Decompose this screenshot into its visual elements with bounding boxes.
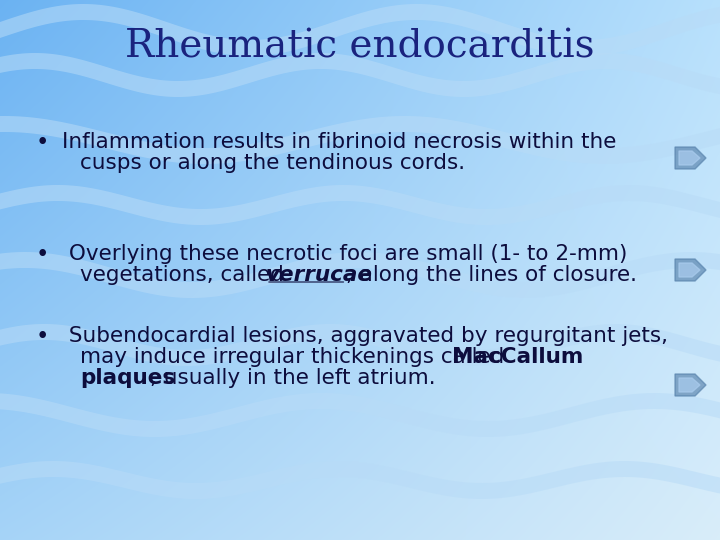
Polygon shape — [679, 263, 700, 277]
Polygon shape — [679, 378, 700, 392]
Text: •: • — [35, 242, 49, 266]
Text: Overlying these necrotic foci are small (1- to 2-mm): Overlying these necrotic foci are small … — [62, 244, 627, 264]
Polygon shape — [679, 151, 700, 165]
Polygon shape — [675, 374, 706, 396]
Text: MacCallum: MacCallum — [452, 347, 583, 367]
Text: vegetations, called: vegetations, called — [80, 265, 291, 285]
Text: Inflammation results in fibrinoid necrosis within the: Inflammation results in fibrinoid necros… — [62, 132, 616, 152]
Polygon shape — [675, 147, 706, 169]
Text: may induce irregular thickenings called: may induce irregular thickenings called — [80, 347, 511, 367]
Text: plaques: plaques — [80, 368, 175, 388]
Text: , along the lines of closure.: , along the lines of closure. — [346, 265, 637, 285]
Polygon shape — [675, 259, 706, 281]
Text: •: • — [35, 325, 49, 348]
Text: cusps or along the tendinous cords.: cusps or along the tendinous cords. — [80, 153, 465, 173]
Text: Subendocardial lesions, aggravated by regurgitant jets,: Subendocardial lesions, aggravated by re… — [62, 326, 668, 346]
Text: verrucae: verrucae — [266, 265, 373, 285]
Text: , usually in the left atrium.: , usually in the left atrium. — [150, 368, 436, 388]
Text: •: • — [35, 131, 49, 153]
Text: Rheumatic endocarditis: Rheumatic endocarditis — [125, 29, 595, 65]
